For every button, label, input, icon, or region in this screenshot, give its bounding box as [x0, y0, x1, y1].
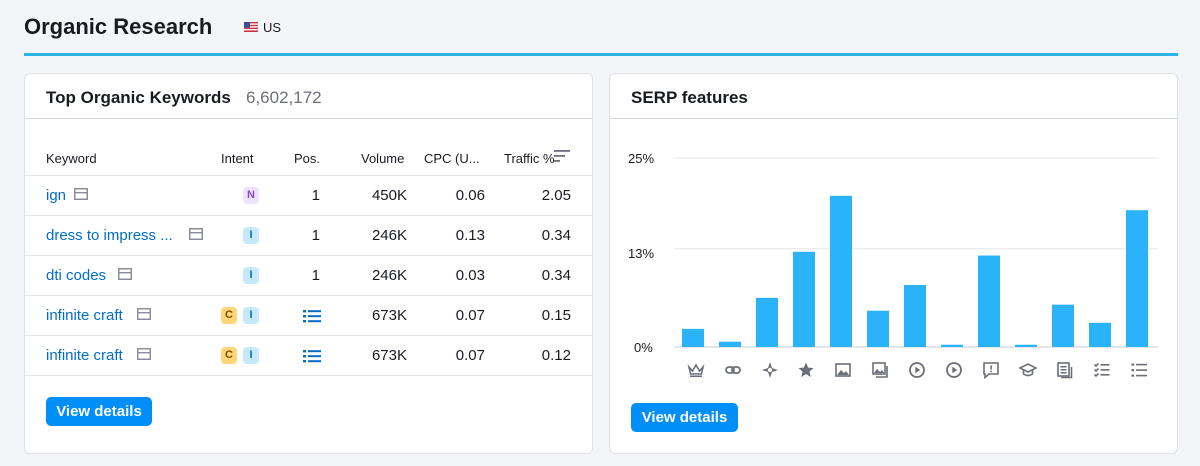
image-icon[interactable] [834, 361, 852, 379]
serp-snapshot-icon[interactable] [118, 268, 132, 280]
column-traffic[interactable]: Traffic % [504, 151, 555, 166]
video-icon[interactable] [908, 361, 926, 379]
volume-value: 673K [371, 307, 407, 324]
chart-bar[interactable] [830, 195, 852, 347]
position-value: 1 [311, 227, 320, 244]
serp-features-card: SERP features 25% 13% 0% View details [609, 73, 1178, 454]
intent-badge-commercial: C [221, 307, 237, 324]
news-icon[interactable] [1056, 361, 1074, 379]
traffic-value: 0.15 [541, 307, 571, 324]
column-volume[interactable]: Volume [361, 151, 405, 166]
card-title: Top Organic Keywords [46, 88, 231, 107]
keyword-link[interactable]: dress to impress ... [46, 227, 173, 244]
table-row: dress to impress ... I 1 246K 0.13 0.34 [25, 215, 592, 255]
checklist-icon[interactable] [1093, 361, 1111, 379]
chart-bar[interactable] [904, 285, 926, 347]
chart-bar[interactable] [1089, 322, 1111, 347]
people-ask-icon[interactable] [982, 361, 1000, 379]
serp-features-chart [674, 157, 1158, 348]
chart-bar[interactable] [756, 297, 778, 347]
view-details-button[interactable]: View details [631, 403, 738, 432]
chart-bar[interactable] [719, 341, 741, 347]
traffic-value: 0.34 [541, 227, 571, 244]
cpc-value: 0.07 [455, 307, 485, 324]
graduation-cap-icon[interactable] [1019, 361, 1037, 379]
position-value: 1 [311, 187, 320, 204]
column-keyword[interactable]: Keyword [46, 151, 97, 166]
chart-bar[interactable] [1015, 344, 1037, 347]
traffic-value: 0.34 [541, 267, 571, 284]
y-tick-label: 25% [628, 151, 655, 166]
volume-value: 246K [371, 227, 407, 244]
crown-icon[interactable] [687, 361, 705, 379]
serp-snapshot-icon[interactable] [137, 308, 151, 320]
table-row: ign N 1 450K 0.06 2.05 [25, 175, 592, 215]
volume-value: 450K [371, 187, 407, 204]
card-title: SERP features [631, 88, 748, 107]
section-header: Organic Research US [24, 0, 1178, 56]
serp-feature-list-icon [303, 350, 321, 363]
intent-badge-commercial: C [221, 347, 237, 364]
serp-snapshot-icon[interactable] [137, 348, 151, 360]
column-pos[interactable]: Pos. [294, 151, 321, 166]
chart-bar[interactable] [682, 328, 704, 347]
position-value: 1 [311, 267, 320, 284]
keyword-link[interactable]: dti codes [46, 267, 107, 284]
featured-video-icon[interactable] [945, 361, 963, 379]
keyword-link[interactable]: infinite craft [46, 347, 123, 364]
cpc-value: 0.13 [455, 227, 485, 244]
intent-badge-informational: I [243, 267, 259, 284]
intent-badge-informational: I [243, 227, 259, 244]
table-row: infinite craft C I 673K 0.07 0.12 [25, 335, 592, 375]
chart-bar[interactable] [978, 255, 1000, 347]
star-icon[interactable] [797, 361, 815, 379]
page-title: Organic Research [24, 14, 213, 39]
serp-snapshot-icon[interactable] [74, 188, 88, 200]
list-icon[interactable] [1130, 361, 1148, 379]
chart-bar[interactable] [867, 310, 889, 347]
card-header: Top Organic Keywords 6,602,172 [25, 74, 592, 119]
volume-value: 673K [371, 347, 407, 364]
traffic-value: 0.12 [541, 347, 571, 364]
chart-bar[interactable] [793, 251, 815, 347]
intent-badge-informational: I [243, 307, 259, 324]
table-row: infinite craft C I 673K 0.07 0.15 [25, 295, 592, 335]
chart-bar[interactable] [1052, 304, 1074, 347]
chart-bar[interactable] [941, 344, 963, 347]
cpc-value: 0.06 [455, 187, 485, 204]
card-header: SERP features [610, 74, 1177, 119]
image-pack-icon[interactable] [871, 361, 889, 379]
intent-badge-navigational: N [243, 187, 259, 204]
view-details-button[interactable]: View details [46, 397, 152, 426]
keyword-count: 6,602,172 [246, 88, 322, 107]
cpc-value: 0.03 [455, 267, 485, 284]
volume-value: 246K [371, 267, 407, 284]
us-flag-icon [244, 22, 258, 32]
keyword-link[interactable]: infinite craft [46, 307, 123, 324]
y-tick-label: 13% [628, 246, 655, 261]
table-row: dti codes I 1 246K 0.03 0.34 [25, 255, 592, 295]
cpc-value: 0.07 [455, 347, 485, 364]
top-keywords-card: Top Organic Keywords 6,602,172 Keyword I… [24, 73, 593, 454]
table-bottom-border [25, 375, 592, 376]
intent-badge-informational: I [243, 347, 259, 364]
country-code: US [263, 20, 282, 35]
sort-icon[interactable] [554, 149, 570, 163]
column-cpc[interactable]: CPC (U... [424, 151, 480, 166]
link-icon[interactable] [724, 361, 742, 379]
column-intent[interactable]: Intent [221, 151, 254, 166]
serp-snapshot-icon[interactable] [189, 228, 203, 240]
y-tick-label: 0% [634, 340, 653, 355]
traffic-value: 2.05 [541, 187, 571, 204]
chart-bar[interactable] [1126, 210, 1148, 347]
site-links-icon[interactable] [761, 361, 779, 379]
serp-feature-list-icon [303, 310, 321, 323]
keyword-link[interactable]: ign [46, 187, 67, 204]
